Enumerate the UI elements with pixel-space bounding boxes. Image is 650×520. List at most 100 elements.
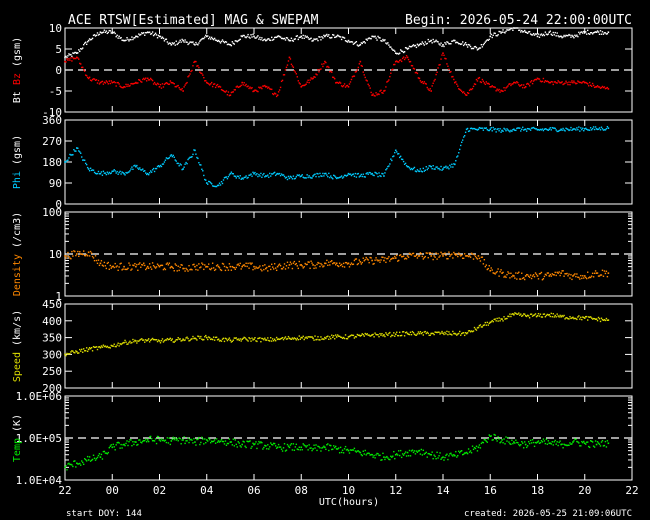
data-point [410,333,413,336]
data-point [343,83,346,85]
data-point [139,339,141,341]
data-point [178,86,180,89]
data-point [397,52,399,55]
data-point [111,345,114,347]
data-point [201,168,203,170]
data-point [574,81,576,84]
data-point [594,318,597,320]
data-point [420,332,423,335]
data-point [566,444,568,447]
data-point [385,261,387,264]
data-point [106,32,109,35]
data-point [144,439,146,442]
data-point [480,43,483,46]
data-point [499,91,501,93]
data-point [270,337,272,339]
data-point [483,438,486,441]
data-point [312,337,314,340]
data-point [217,338,220,341]
data-point [270,39,272,42]
data-point [526,82,529,85]
data-point [343,337,346,340]
data-point [235,266,237,269]
data-point [267,270,269,272]
data-point [321,447,323,449]
data-point [162,37,165,40]
data-point [504,89,506,92]
data-point [598,318,601,320]
data-point [434,78,436,81]
data-point [200,441,202,444]
data-point [540,81,543,83]
data-point [529,81,532,83]
data-point [212,185,215,187]
data-point [245,175,247,177]
data-point [487,267,489,270]
data-point [404,257,407,259]
data-point [194,337,196,340]
data-point [309,176,311,179]
data-point [458,450,460,452]
data-point [518,443,520,446]
data-point [369,87,371,89]
data-point [482,80,485,82]
data-point [366,452,368,455]
data-point [216,441,219,443]
data-point [312,39,314,42]
data-point [67,55,69,57]
data-point [146,80,148,82]
data-point [494,273,496,275]
data-point [243,176,245,179]
data-point [382,92,384,94]
data-point [289,338,292,340]
data-point [178,41,180,43]
data-point [66,58,68,60]
data-point [505,276,507,279]
data-point [213,339,216,341]
data-point [582,32,584,34]
data-point [267,444,269,446]
data-point [300,264,303,266]
data-point [481,46,484,48]
data-point [173,270,175,272]
data-point [324,35,326,38]
data-point [556,130,558,133]
data-point [111,170,114,173]
data-point [428,334,430,337]
data-point [386,167,388,170]
data-point [160,264,163,267]
data-point [515,439,517,441]
data-point [528,276,531,278]
data-point [506,29,508,31]
data-point [589,276,592,279]
data-point [281,336,284,339]
data-point [136,35,138,38]
data-point [401,453,404,455]
data-point [587,85,590,87]
data-point [291,178,294,180]
data-point [483,82,486,84]
data-point [411,252,414,255]
data-point [425,166,427,168]
data-point [209,83,212,85]
data-point [322,172,324,175]
data-point [283,443,286,445]
data-point [392,257,394,259]
data-point [450,166,452,168]
data-point [281,174,284,176]
data-point [319,68,321,71]
data-point [383,259,385,262]
data-point [184,442,186,445]
data-point [603,32,606,34]
data-point [344,86,347,88]
data-point [579,445,581,447]
data-point [173,83,175,85]
data-point [82,47,84,49]
data-point [255,174,257,176]
data-point [433,80,435,82]
data-point [359,60,362,63]
data-point [284,450,287,452]
data-point [458,332,460,335]
data-point [479,81,482,83]
data-point [246,265,248,268]
